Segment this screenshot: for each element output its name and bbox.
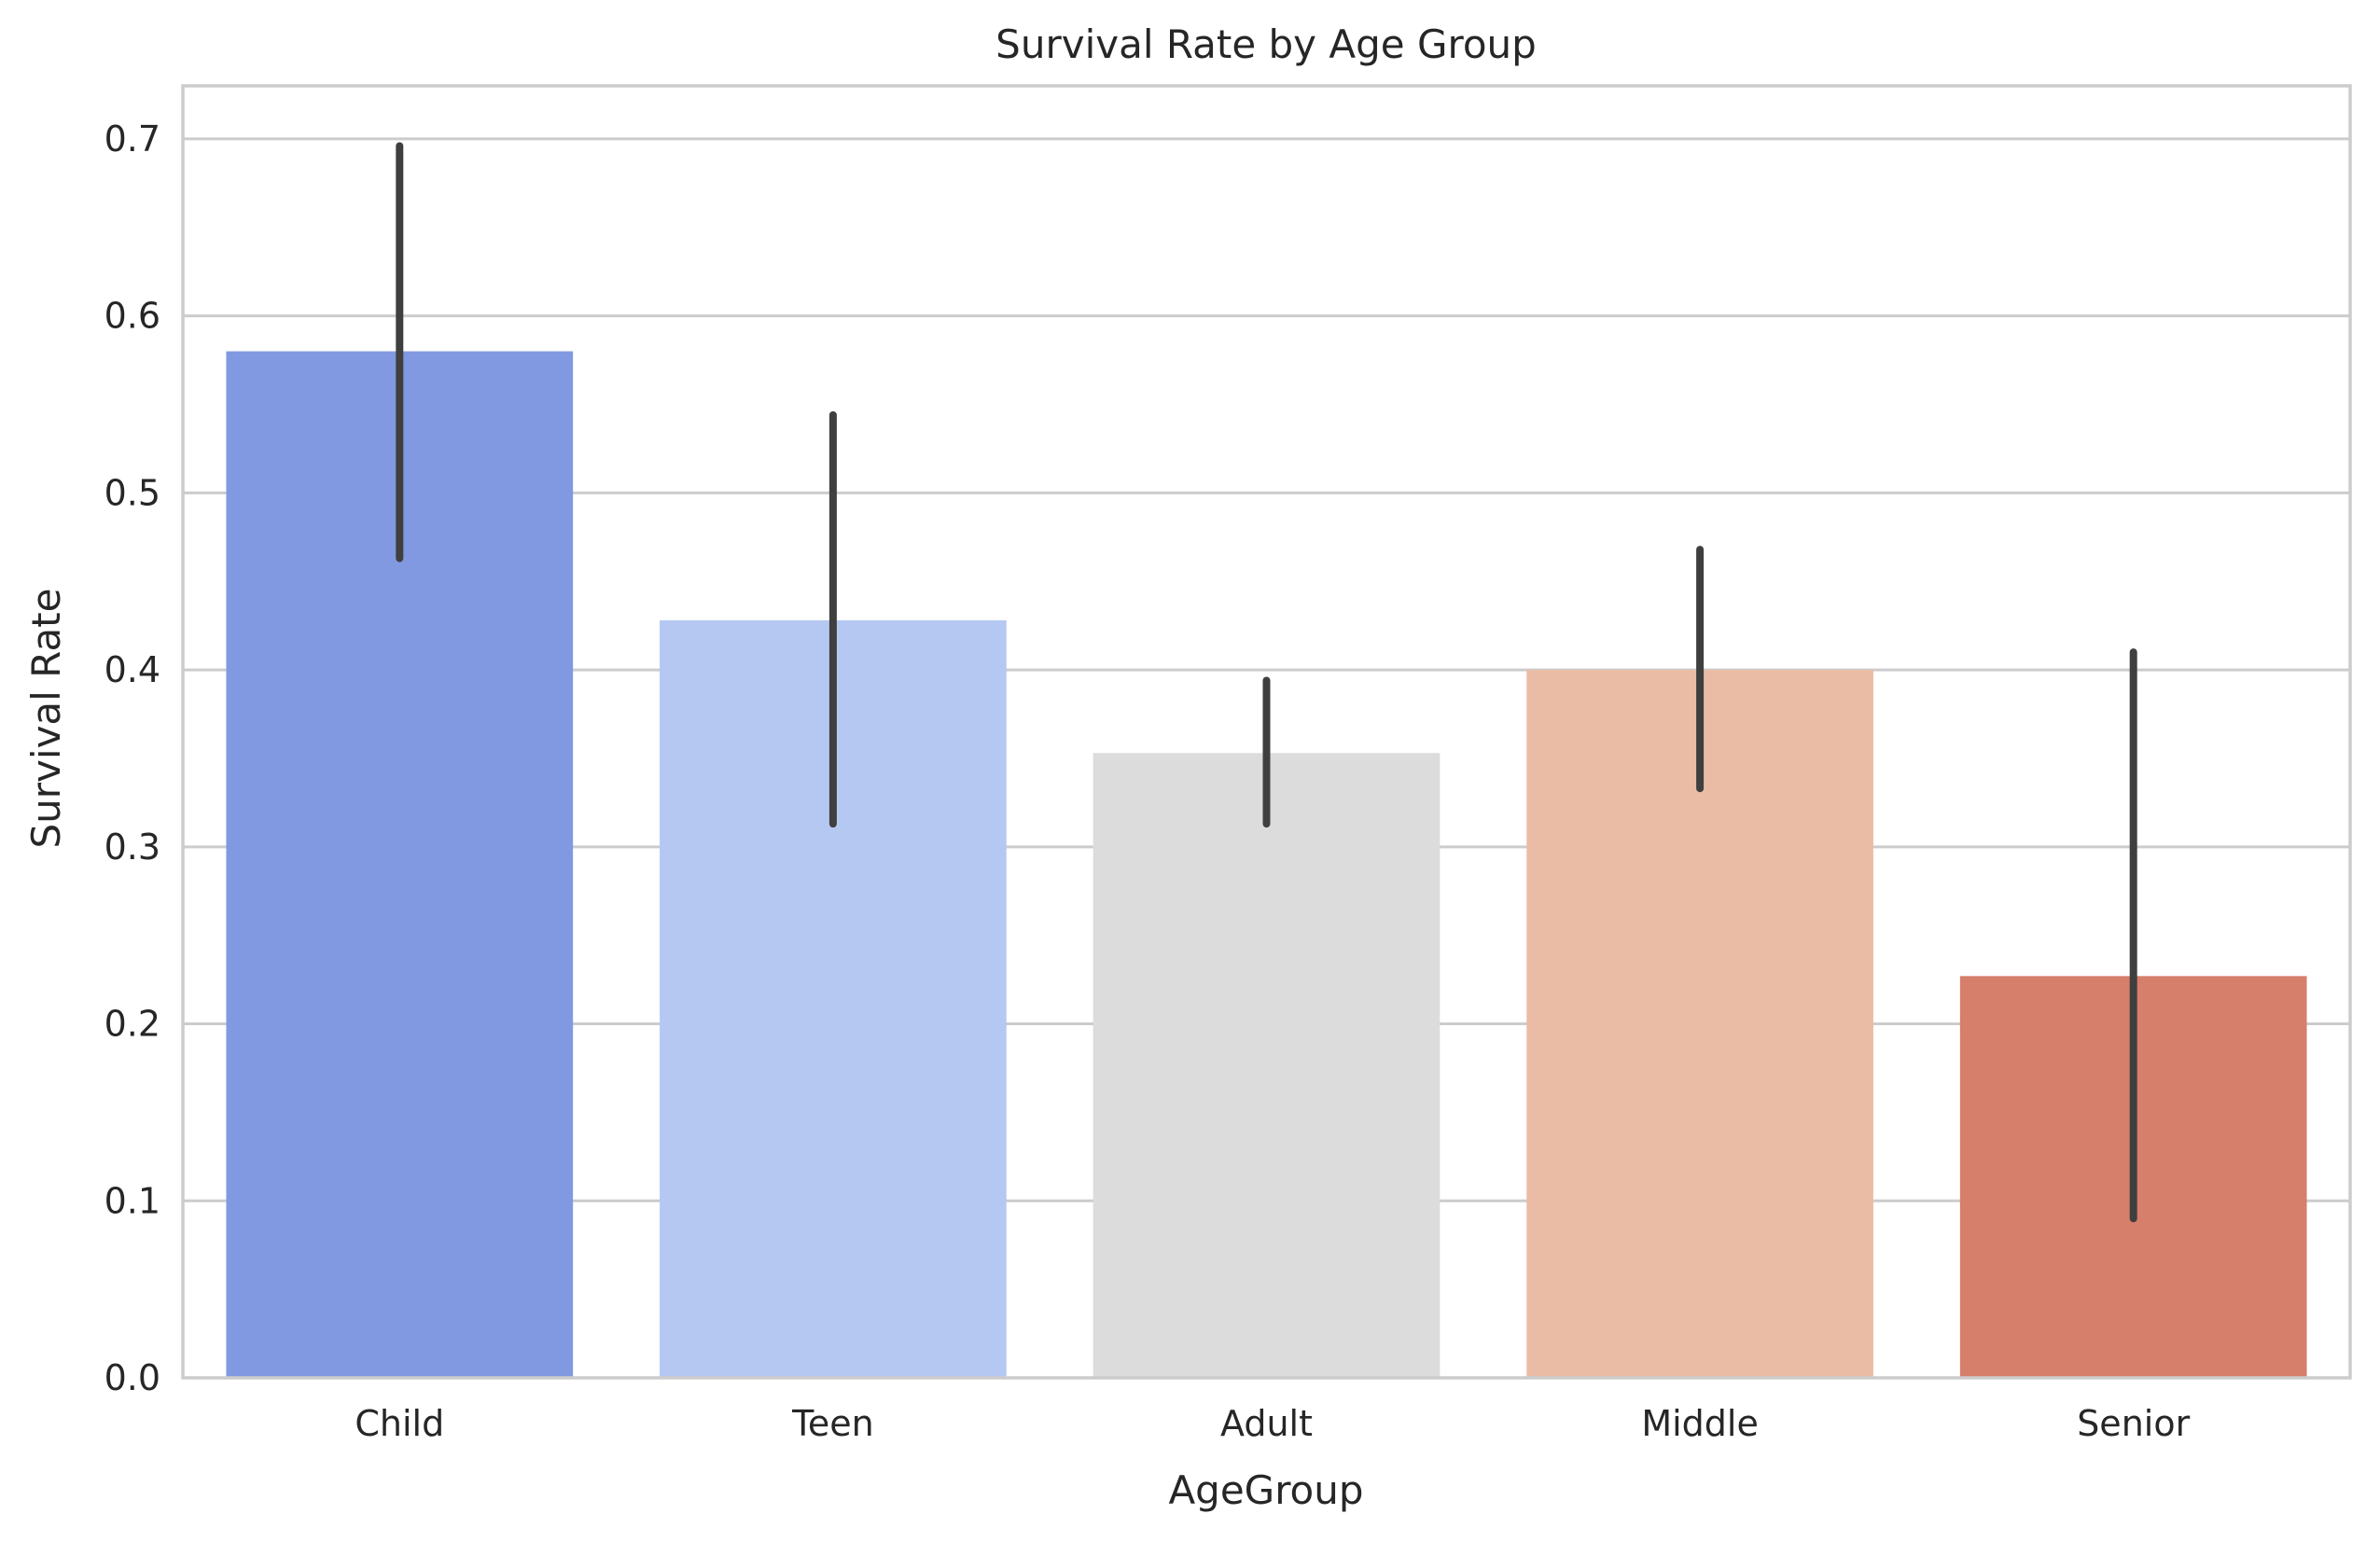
chart-title: Survival Rate by Age Group xyxy=(995,21,1537,67)
y-axis-label: Survival Rate xyxy=(23,589,69,849)
x-tick-labels: Child Teen Adult Middle Senior xyxy=(355,1403,2190,1444)
y-tick-labels: 0.0 0.1 0.2 0.3 0.4 0.5 0.6 0.7 xyxy=(104,118,160,1398)
y-tick-label: 0.7 xyxy=(104,118,160,160)
x-axis-label: AgeGroup xyxy=(1168,1467,1363,1513)
y-tick-label: 0.2 xyxy=(104,1004,160,1045)
x-tick-label: Teen xyxy=(791,1403,874,1444)
x-tick-label: Adult xyxy=(1220,1403,1313,1444)
y-tick-label: 0.0 xyxy=(104,1357,160,1398)
plot-frame xyxy=(181,84,2352,1380)
y-tick-label: 0.6 xyxy=(104,296,160,337)
bar-adult xyxy=(1093,753,1441,1378)
x-tick-label: Middle xyxy=(1641,1403,1759,1444)
x-tick-label: Senior xyxy=(2077,1403,2190,1444)
x-tick-label: Child xyxy=(355,1403,444,1444)
y-tick-label: 0.1 xyxy=(104,1180,160,1221)
y-tick-label: 0.4 xyxy=(104,649,160,690)
y-tick-label: 0.5 xyxy=(104,472,160,513)
error-bars xyxy=(396,142,2137,1223)
y-tick-label: 0.3 xyxy=(104,827,160,868)
